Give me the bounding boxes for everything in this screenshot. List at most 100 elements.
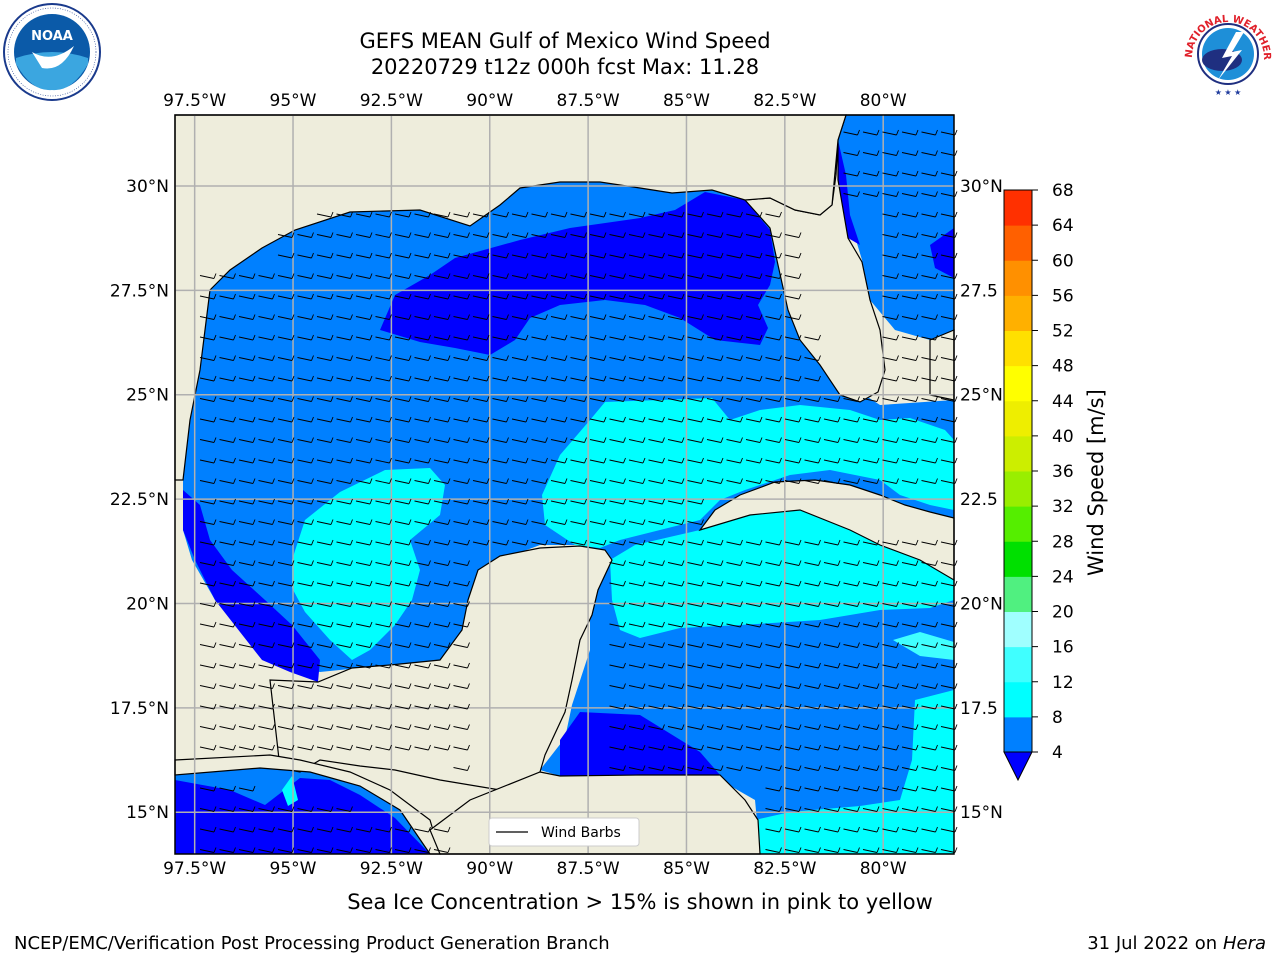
- wind-barb-tick: [779, 539, 782, 546]
- wind-barb-tick: [623, 601, 626, 607]
- wind-barb: [433, 377, 449, 382]
- wind-barb-tick: [642, 211, 646, 218]
- wind-barb-tick: [350, 437, 353, 443]
- wind-barb: [277, 398, 293, 402]
- wind-barb: [648, 418, 663, 423]
- wind-barb-tick: [915, 785, 919, 792]
- wind-barb-tick: [857, 539, 860, 546]
- wind-barb: [745, 541, 761, 546]
- wind-barb-tick: [408, 539, 412, 546]
- wind-barb: [570, 521, 585, 525]
- wind-barb-tick: [486, 252, 490, 259]
- wind-barb-tick: [272, 437, 275, 443]
- wind-barb-tick: [603, 355, 607, 361]
- wind-barb-tick: [623, 560, 626, 566]
- wind-barb: [765, 480, 780, 484]
- wind-barb: [550, 254, 566, 259]
- wind-barb-tick: [350, 416, 353, 423]
- wind-barb-tick: [252, 560, 256, 566]
- wind-barb: [414, 582, 429, 587]
- wind-barb: [609, 562, 624, 566]
- wind-barb-tick: [389, 826, 392, 833]
- wind-barb-tick: [564, 293, 568, 300]
- wind-barb: [804, 767, 819, 771]
- wind-barb-tick: [837, 826, 841, 833]
- wind-barb: [765, 644, 780, 648]
- wind-barb: [726, 213, 741, 218]
- wind-barb-tick: [233, 703, 236, 710]
- wind-barb: [687, 295, 702, 300]
- wind-barb: [804, 541, 819, 546]
- wind-barb-tick: [798, 273, 802, 279]
- wind-barb-tick: [915, 703, 919, 710]
- wind-barb-tick: [330, 396, 334, 402]
- wind-barb: [316, 213, 332, 218]
- noaa-logo-text: NOAA: [31, 29, 73, 44]
- wind-barb-tick: [213, 519, 217, 525]
- wind-barb-tick: [233, 334, 236, 341]
- wind-barb: [940, 726, 956, 730]
- wind-barb: [336, 234, 351, 238]
- wind-barb-tick: [291, 683, 295, 689]
- wind-barb: [862, 767, 878, 771]
- wind-barb: [667, 377, 683, 382]
- wind-barb: [687, 336, 702, 341]
- wind-barb: [784, 398, 800, 402]
- wind-barb-tick: [701, 724, 704, 730]
- wind-barb-tick: [798, 314, 802, 320]
- wind-barb-tick: [213, 724, 217, 730]
- wind-barb: [219, 398, 234, 402]
- wind-barb-tick: [896, 211, 899, 218]
- wind-barb: [258, 685, 273, 689]
- wind-barb: [784, 439, 800, 443]
- wind-barb-tick: [954, 252, 958, 259]
- wind-barb: [687, 439, 702, 443]
- wind-barb: [667, 439, 683, 443]
- wind-barb-tick: [291, 847, 295, 853]
- wind-barb-tick: [467, 703, 470, 710]
- wind-barb-tick: [740, 560, 743, 566]
- wind-barb-tick: [915, 437, 919, 443]
- wind-barb: [238, 377, 254, 382]
- wind-barb: [394, 295, 410, 300]
- wind-barb-tick: [896, 724, 899, 730]
- wind-barb: [277, 521, 293, 525]
- lat-tick-label-left: 20°N: [126, 594, 169, 614]
- wind-barb-tick: [915, 744, 919, 751]
- wind-barb: [882, 172, 897, 177]
- wind-barb: [199, 357, 215, 361]
- wind-barb: [550, 418, 566, 423]
- wind-barb: [511, 521, 527, 525]
- wind-barb-tick: [213, 621, 217, 628]
- wind-barb: [219, 828, 234, 833]
- wind-barb: [765, 357, 780, 361]
- wind-barb: [589, 500, 605, 505]
- wind-barb: [726, 746, 741, 751]
- wind-barb: [745, 726, 761, 730]
- wind-barb-tick: [506, 375, 509, 382]
- wind-barb: [745, 705, 761, 710]
- wind-barb: [921, 377, 936, 382]
- wind-barb: [414, 459, 429, 464]
- wind-barb: [336, 562, 351, 566]
- wind-barb: [316, 459, 332, 464]
- wind-barb: [550, 295, 566, 300]
- wind-barb: [219, 746, 234, 751]
- wind-barb: [765, 398, 780, 402]
- wind-barb: [453, 562, 468, 566]
- wind-barb: [901, 172, 917, 177]
- wind-barb-tick: [330, 847, 334, 853]
- wind-barb: [745, 398, 761, 402]
- wind-barb: [901, 562, 917, 566]
- wind-barb-tick: [447, 273, 451, 279]
- wind-barb: [531, 439, 546, 443]
- wind-barb-tick: [389, 580, 392, 587]
- wind-barb-tick: [291, 519, 295, 525]
- wind-barb: [765, 254, 780, 259]
- wind-barb: [219, 685, 234, 689]
- wind-barb-tick: [233, 724, 236, 730]
- wind-barb: [199, 828, 215, 833]
- wind-barb: [433, 234, 449, 238]
- wind-barb: [316, 500, 332, 505]
